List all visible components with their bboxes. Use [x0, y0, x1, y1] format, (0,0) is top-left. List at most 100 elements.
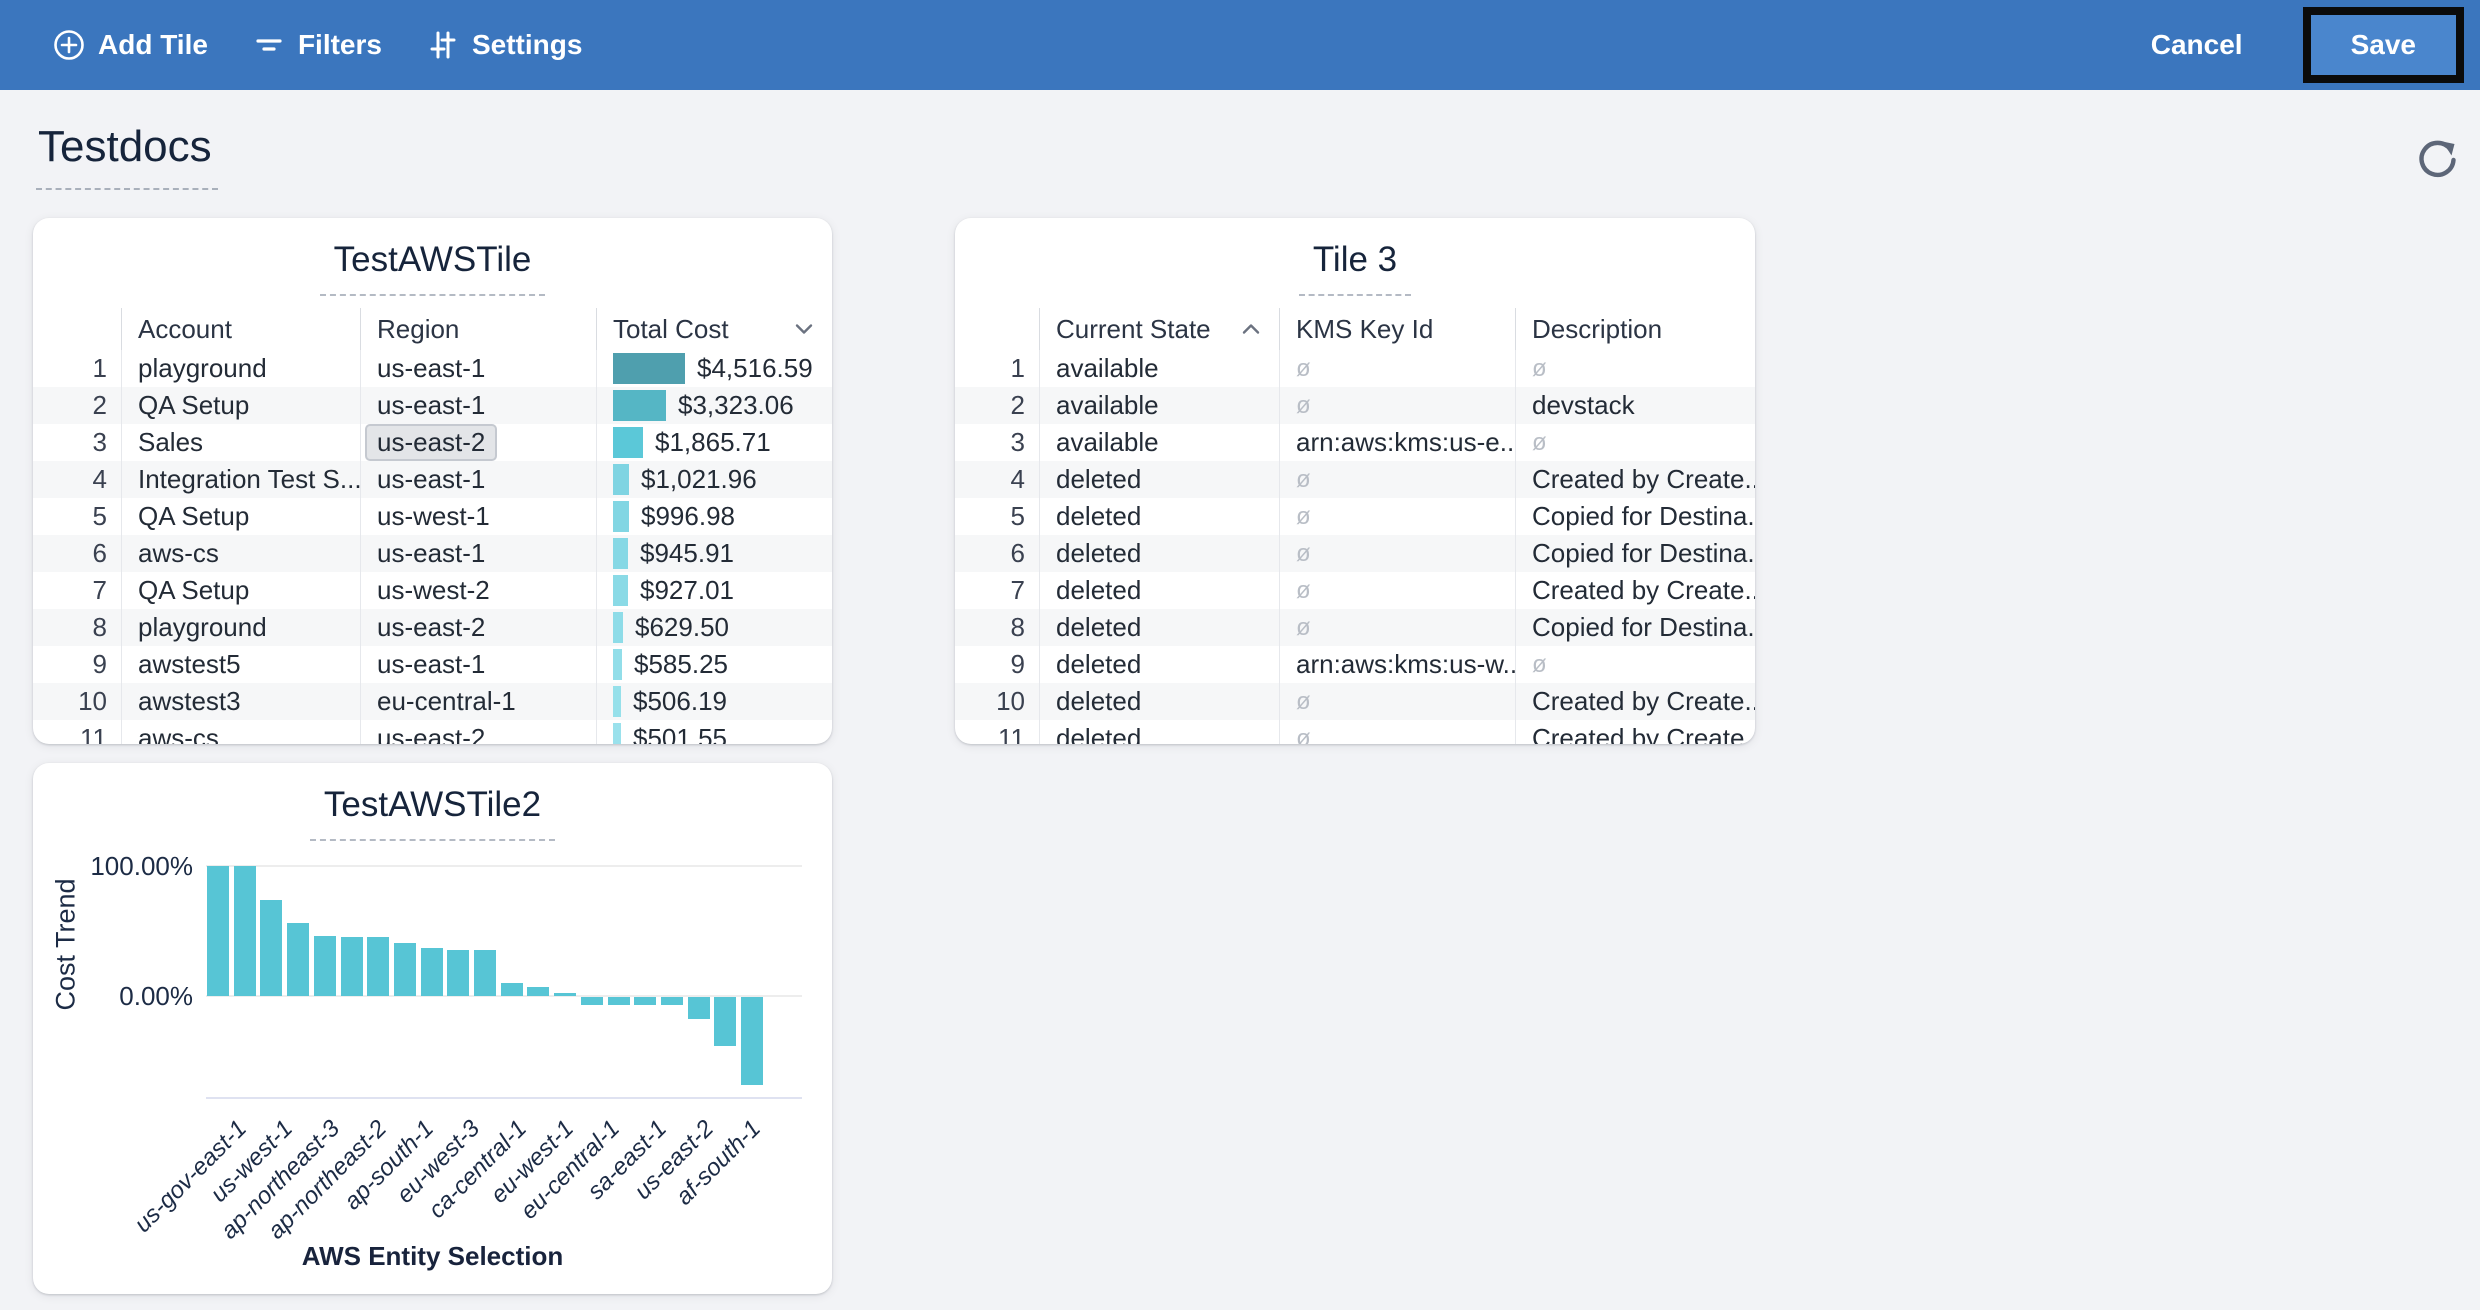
- cell-total-cost[interactable]: $927.01: [596, 572, 832, 609]
- cell-account[interactable]: Sales: [121, 424, 360, 461]
- cell-account[interactable]: playground: [121, 350, 360, 387]
- cell-kms-key-id[interactable]: ø: [1279, 461, 1515, 498]
- table-row: 9 deleted arn:aws:kms:us-w... ø: [955, 646, 1755, 683]
- cell-current-state[interactable]: deleted: [1039, 461, 1279, 498]
- row-number: 10: [78, 686, 107, 716]
- tile-title[interactable]: TestAWSTile: [319, 240, 546, 296]
- cell-account[interactable]: QA Setup: [121, 572, 360, 609]
- cell-current-state[interactable]: deleted: [1039, 720, 1279, 744]
- cell-current-state[interactable]: deleted: [1039, 609, 1279, 646]
- cell-region[interactable]: us-east-1: [360, 350, 596, 387]
- cell-account[interactable]: aws-cs: [121, 720, 360, 744]
- cell-account[interactable]: aws-cs: [121, 535, 360, 572]
- row-number: 11: [80, 723, 107, 744]
- cell-current-state[interactable]: deleted: [1039, 535, 1279, 572]
- row-number: 3: [92, 427, 107, 457]
- cell-account[interactable]: QA Setup: [121, 387, 360, 424]
- row-number: 5: [1010, 501, 1025, 531]
- cell-description[interactable]: Created by Create...: [1515, 683, 1755, 720]
- chart-bar: [714, 997, 736, 1046]
- cancel-button[interactable]: Cancel: [2150, 29, 2243, 60]
- cell-region[interactable]: us-east-2: [360, 424, 596, 461]
- cell-kms-key-id[interactable]: ø: [1279, 683, 1515, 720]
- cell-region[interactable]: us-east-1: [360, 461, 596, 498]
- selected-cell[interactable]: us-east-2: [365, 424, 498, 461]
- cell-region[interactable]: us-west-2: [360, 572, 596, 609]
- column-header-total-cost[interactable]: Total Cost: [596, 308, 832, 350]
- filters-button[interactable]: Filters: [252, 28, 382, 62]
- cell-total-cost[interactable]: $585.25: [596, 646, 832, 683]
- column-header-description[interactable]: Description: [1515, 308, 1755, 350]
- cell-current-state[interactable]: deleted: [1039, 498, 1279, 535]
- cell-description[interactable]: Created by Create...: [1515, 720, 1755, 744]
- table-row: 2 QA Setup us-east-1 $3,323.06: [33, 387, 832, 424]
- cell-total-cost[interactable]: $501.55: [596, 720, 832, 744]
- cell-current-state[interactable]: deleted: [1039, 572, 1279, 609]
- chart-bar: [741, 997, 763, 1085]
- cell-kms-key-id[interactable]: ø: [1279, 387, 1515, 424]
- cell-kms-key-id[interactable]: ø: [1279, 498, 1515, 535]
- column-header-current-state[interactable]: Current State: [1039, 308, 1279, 350]
- cell-current-state[interactable]: available: [1039, 424, 1279, 461]
- cell-kms-key-id[interactable]: ø: [1279, 350, 1515, 387]
- cell-current-state[interactable]: available: [1039, 387, 1279, 424]
- table-row: 2 available ø devstack: [955, 387, 1755, 424]
- cell-total-cost[interactable]: $506.19: [596, 683, 832, 720]
- cell-kms-key-id[interactable]: ø: [1279, 720, 1515, 744]
- cell-region[interactable]: eu-central-1: [360, 683, 596, 720]
- cell-region[interactable]: us-east-1: [360, 646, 596, 683]
- cell-kms-key-id[interactable]: ø: [1279, 609, 1515, 646]
- cell-kms-key-id[interactable]: ø: [1279, 535, 1515, 572]
- cell-kms-key-id[interactable]: ø: [1279, 572, 1515, 609]
- cell-account[interactable]: playground: [121, 609, 360, 646]
- cell-region[interactable]: us-west-1: [360, 498, 596, 535]
- cell-description[interactable]: Copied for Destina...: [1515, 609, 1755, 646]
- cost-value: $996.98: [641, 501, 735, 531]
- cell-region[interactable]: us-east-2: [360, 720, 596, 744]
- cost-bar: [613, 649, 622, 680]
- cell-region[interactable]: us-east-1: [360, 387, 596, 424]
- column-header-account[interactable]: Account: [121, 308, 360, 350]
- cell-current-state[interactable]: deleted: [1039, 683, 1279, 720]
- cell-description[interactable]: Created by Create...: [1515, 572, 1755, 609]
- cell-account[interactable]: awstest5: [121, 646, 360, 683]
- cell-current-state[interactable]: available: [1039, 350, 1279, 387]
- cell-total-cost[interactable]: $945.91: [596, 535, 832, 572]
- save-button[interactable]: Save: [2310, 15, 2456, 75]
- cell-account[interactable]: QA Setup: [121, 498, 360, 535]
- column-header-kms-key-id[interactable]: KMS Key Id: [1279, 308, 1515, 350]
- cell-total-cost[interactable]: $629.50: [596, 609, 832, 646]
- cell-kms-key-id[interactable]: arn:aws:kms:us-w...: [1279, 646, 1515, 683]
- cell-description[interactable]: ø: [1515, 646, 1755, 683]
- chart-title[interactable]: TestAWSTile2: [309, 785, 556, 841]
- cell-account[interactable]: awstest3: [121, 683, 360, 720]
- add-tile-button[interactable]: Add Tile: [52, 28, 208, 62]
- cell-region[interactable]: us-east-1: [360, 535, 596, 572]
- cell-total-cost[interactable]: $1,865.71: [596, 424, 832, 461]
- toolbar: Add Tile Filters Settings Cancel Save: [0, 0, 2480, 90]
- cell-total-cost[interactable]: $996.98: [596, 498, 832, 535]
- column-header-region[interactable]: Region: [360, 308, 596, 350]
- cost-value: $506.19: [633, 686, 727, 716]
- cell-kms-key-id[interactable]: arn:aws:kms:us-e...: [1279, 424, 1515, 461]
- cell-description[interactable]: Copied for Destina...: [1515, 535, 1755, 572]
- cell-total-cost[interactable]: $4,516.59: [596, 350, 832, 387]
- cell-region[interactable]: us-east-2: [360, 609, 596, 646]
- cell-description[interactable]: Created by Create...: [1515, 461, 1755, 498]
- cell-description[interactable]: devstack: [1515, 387, 1755, 424]
- page-title[interactable]: Testdocs: [36, 122, 218, 190]
- cell-description[interactable]: ø: [1515, 424, 1755, 461]
- refresh-button[interactable]: [2412, 132, 2464, 184]
- cell-description[interactable]: ø: [1515, 350, 1755, 387]
- cell-current-state[interactable]: deleted: [1039, 646, 1279, 683]
- settings-button[interactable]: Settings: [426, 28, 582, 62]
- table-row: 9 awstest5 us-east-1 $585.25: [33, 646, 832, 683]
- cell-total-cost[interactable]: $1,021.96: [596, 461, 832, 498]
- row-number: 1: [1010, 353, 1025, 383]
- table-row: 11 deleted ø Created by Create...: [955, 720, 1755, 744]
- tile-title[interactable]: Tile 3: [1298, 240, 1412, 296]
- cell-account[interactable]: Integration Test S...: [121, 461, 360, 498]
- gridline-100: [206, 865, 802, 867]
- cell-total-cost[interactable]: $3,323.06: [596, 387, 832, 424]
- cell-description[interactable]: Copied for Destina...: [1515, 498, 1755, 535]
